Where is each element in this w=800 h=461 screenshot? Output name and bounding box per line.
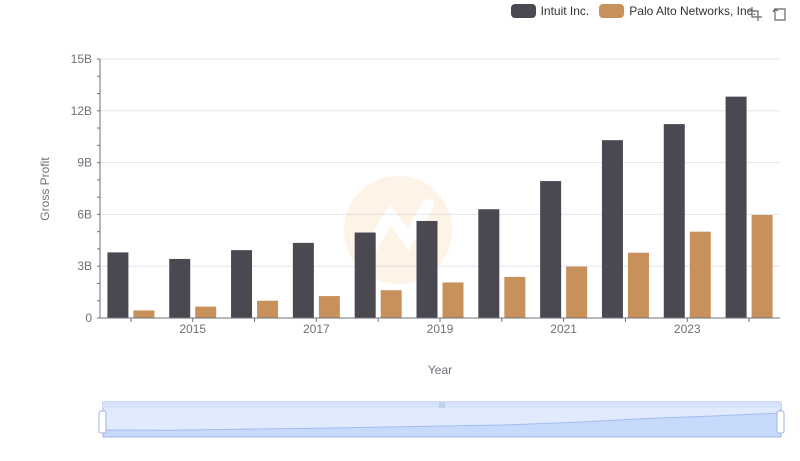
- legend: Intuit Inc. Palo Alto Networks, Inc.: [510, 4, 756, 18]
- zoom-handle-left[interactable]: [98, 410, 107, 434]
- bar-palo-alto-2020[interactable]: [504, 276, 526, 318]
- bar-intuit-2017[interactable]: [292, 242, 314, 318]
- y-tick-label: 6B: [77, 207, 92, 221]
- bar-palo-alto-2015[interactable]: [195, 306, 217, 318]
- legend-label-palo-alto: Palo Alto Networks, Inc.: [629, 4, 756, 18]
- bar-palo-alto-2016[interactable]: [257, 300, 279, 318]
- bar-palo-alto-2019[interactable]: [442, 282, 464, 318]
- restore-icon[interactable]: [772, 6, 788, 22]
- bar-palo-alto-2021[interactable]: [566, 266, 588, 318]
- x-tick-label: 2023: [674, 322, 701, 336]
- bar-intuit-2014[interactable]: [107, 252, 129, 318]
- bar-palo-alto-2017[interactable]: [318, 296, 340, 318]
- y-tick-label: 0: [85, 311, 92, 325]
- zoom-preview-area: [102, 412, 782, 438]
- data-zoom-icon[interactable]: [747, 6, 763, 22]
- bar-palo-alto-2023[interactable]: [689, 231, 711, 318]
- y-tick-label: 3B: [77, 259, 92, 273]
- bar-intuit-2020[interactable]: [478, 209, 500, 318]
- zoom-grip-icon[interactable]: |||: [439, 402, 445, 409]
- zoom-top-bar[interactable]: [103, 402, 781, 408]
- legend-swatch-palo-alto: [599, 4, 625, 18]
- y-tick-label: 15B: [71, 52, 92, 66]
- bar-intuit-2015[interactable]: [169, 258, 191, 318]
- x-axis-title: Year: [428, 363, 452, 377]
- bar-palo-alto-2022[interactable]: [627, 252, 649, 318]
- y-tick-label: 9B: [77, 156, 92, 170]
- bar-palo-alto-2014[interactable]: [133, 310, 155, 318]
- x-tick-label: 2015: [179, 322, 206, 336]
- legend-swatch-intuit: [510, 4, 536, 18]
- bars: [107, 96, 773, 319]
- x-tick-label: 2021: [550, 322, 577, 336]
- bar-intuit-2023[interactable]: [663, 124, 685, 318]
- legend-item-palo-alto[interactable]: Palo Alto Networks, Inc.: [599, 4, 756, 18]
- legend-label-intuit: Intuit Inc.: [540, 4, 590, 18]
- bar-intuit-2021[interactable]: [540, 181, 562, 318]
- x-tick-label: 2019: [427, 322, 454, 336]
- y-tick-label: 12B: [71, 104, 92, 118]
- bar-intuit-2022[interactable]: [601, 140, 623, 318]
- bar-intuit-2019[interactable]: [416, 220, 438, 318]
- y-axis-title: Gross Profit: [38, 157, 52, 221]
- axes: 0 3B 6B 9B 12B 15B 2015 2017 2019 2021 2023: [71, 52, 780, 336]
- bar-palo-alto-2024[interactable]: [751, 214, 773, 318]
- zoom-handle-right[interactable]: [776, 410, 785, 434]
- bar-intuit-2016[interactable]: [231, 250, 253, 318]
- bar-palo-alto-2018[interactable]: [380, 290, 402, 318]
- legend-item-intuit[interactable]: Intuit Inc.: [510, 4, 590, 18]
- bar-intuit-2024[interactable]: [725, 96, 747, 319]
- bar-intuit-2018[interactable]: [354, 232, 376, 318]
- data-zoom-slider[interactable]: |||: [98, 401, 785, 438]
- x-tick-label: 2017: [303, 322, 330, 336]
